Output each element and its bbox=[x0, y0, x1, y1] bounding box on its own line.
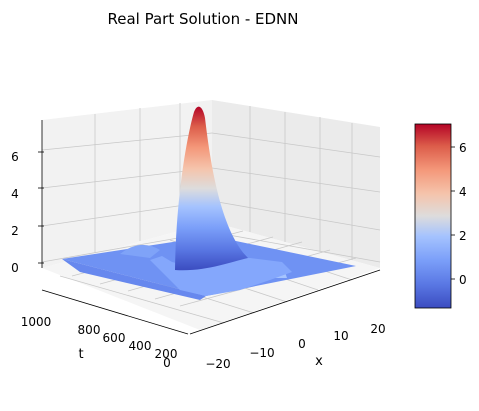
surface-front-edge bbox=[62, 259, 206, 300]
t-tick-label: 800 bbox=[78, 323, 101, 337]
t-axis-line bbox=[41, 289, 189, 335]
back-left-pane bbox=[42, 100, 212, 268]
surface-bump-left bbox=[120, 244, 160, 258]
z-tick-label: 2 bbox=[11, 224, 19, 238]
colorbar-tick-label: 4 bbox=[459, 185, 467, 199]
z-tick-label: 0 bbox=[11, 261, 19, 275]
z-axis-ticks bbox=[38, 151, 44, 264]
colorbar-tick-label: 0 bbox=[459, 273, 467, 287]
t-tick-label: 400 bbox=[129, 339, 152, 353]
x-tick-label: 10 bbox=[333, 329, 348, 343]
surface-plot bbox=[62, 106, 356, 300]
back-right-pane bbox=[212, 100, 380, 268]
z-tick-label: 4 bbox=[11, 187, 19, 201]
colorbar-tick-label: 2 bbox=[459, 229, 467, 243]
x-axis-label: x bbox=[315, 354, 323, 369]
t-tick-label: 0 bbox=[163, 356, 171, 370]
colorbar-tick-label: 6 bbox=[459, 141, 467, 155]
t-tick-label: 600 bbox=[103, 331, 126, 345]
z-tick-label: 6 bbox=[11, 150, 19, 164]
t-axis-label: t bbox=[78, 347, 83, 362]
x-tick-label: −10 bbox=[249, 346, 274, 360]
x-axis-line bbox=[189, 269, 381, 335]
t-tick-label: 200 bbox=[155, 347, 178, 361]
x-tick-label: 0 bbox=[298, 337, 306, 351]
x-tick-label: −20 bbox=[205, 357, 230, 371]
colorbar-ticks bbox=[451, 146, 455, 280]
t-tick-label: 1000 bbox=[21, 315, 52, 329]
chart-title: Real Part Solution - EDNN bbox=[107, 10, 298, 28]
colorbar bbox=[414, 123, 452, 309]
x-tick-label: 20 bbox=[370, 322, 385, 336]
surface-main-peak bbox=[175, 106, 248, 271]
